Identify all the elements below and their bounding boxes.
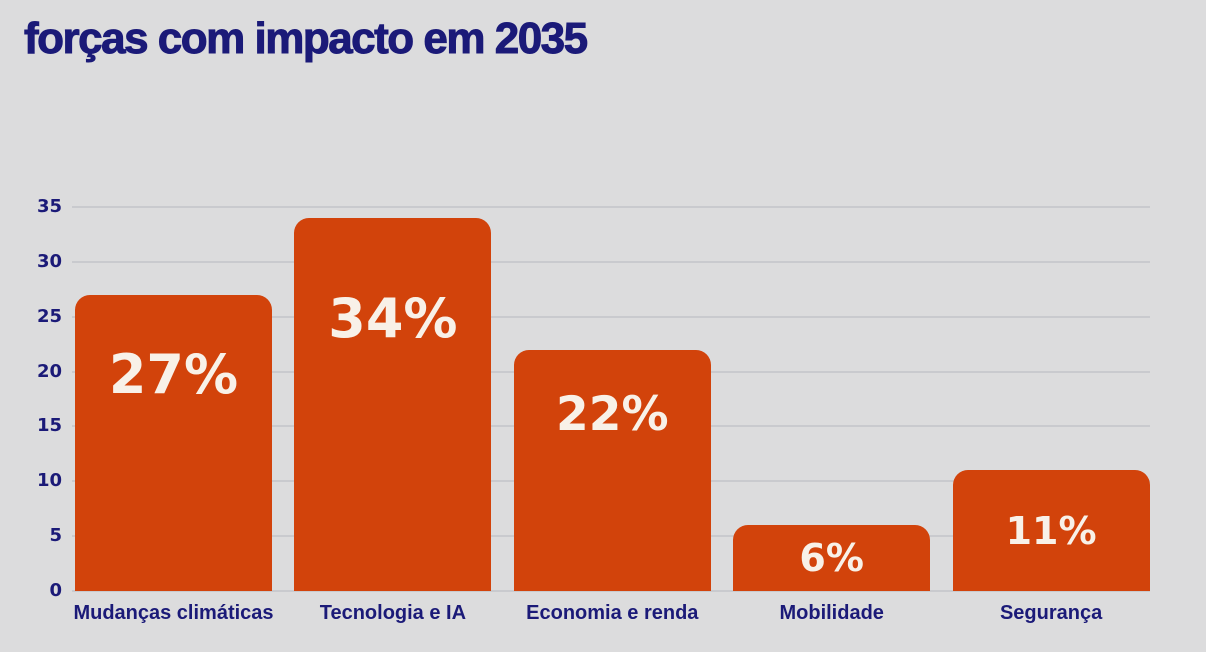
x-axis-label: Economia e renda	[526, 602, 699, 624]
gridline	[72, 206, 1150, 208]
bar	[294, 217, 492, 591]
x-axis-label: Mudanças climáticas	[73, 602, 274, 624]
bar-value-label: 22%	[556, 387, 669, 443]
gridline	[72, 260, 1150, 263]
x-axis-label: Tecnologia e IA	[319, 602, 467, 624]
x-axis-label: Mobilidade	[779, 602, 884, 624]
bar-value-label: 6%	[799, 536, 864, 581]
y-axis-tick-label: 20	[36, 360, 62, 382]
x-axis-label: Segurança	[999, 602, 1103, 624]
bar	[513, 349, 711, 591]
bar-value-label: 27%	[108, 342, 239, 406]
y-axis-tick-label: 10	[36, 470, 62, 492]
bar	[952, 470, 1150, 591]
y-axis-tick-label: 5	[49, 525, 62, 547]
y-axis-tick-label: 35	[36, 196, 62, 217]
bar-value-label: 11%	[1005, 508, 1097, 553]
y-axis-tick-label: 15	[36, 415, 62, 437]
bar-value-label: 34%	[328, 286, 458, 350]
gridline	[72, 315, 1150, 318]
bar	[75, 294, 272, 591]
y-axis-tick-label: 25	[36, 305, 62, 327]
gridline	[72, 590, 1150, 592]
y-axis-tick-label: 0	[49, 580, 62, 601]
bar	[733, 525, 931, 591]
chart-title: forças com impacto em 2035	[24, 14, 589, 64]
y-axis-tick-label: 30	[36, 250, 62, 272]
